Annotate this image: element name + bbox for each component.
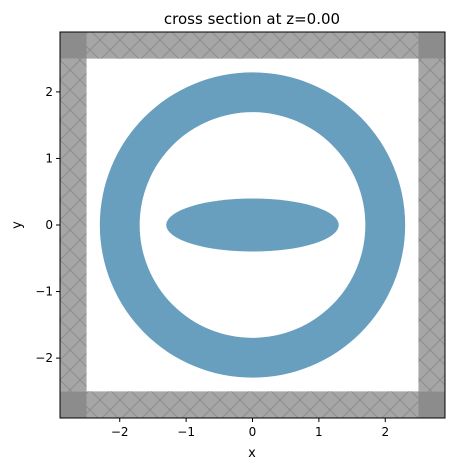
y-tick-label: 0 [45,218,53,232]
y-tick-label: −2 [35,351,53,365]
y-tick-label: 2 [45,85,53,99]
x-tick-label: −2 [111,425,129,439]
chart-title: cross section at z=0.00 [164,10,340,28]
x-axis-label: x [248,446,256,461]
pml-band-left-hatch [60,58,87,392]
x-tick-label: 0 [249,425,257,439]
plot-area: −2 −1 0 1 2 −2 −1 0 1 2 [35,31,446,439]
pml-band-bottom-hatch [60,391,445,418]
pml-band-right-hatch [418,58,445,392]
x-tick-label: 1 [315,425,323,439]
x-tick-label: −1 [177,425,195,439]
pml-band-top-hatch [60,32,445,59]
y-axis-label: y [10,221,25,229]
x-tick-label: 2 [381,425,389,439]
y-tick-label: −1 [35,285,53,299]
y-tick-label: 1 [45,151,53,165]
structure-ellipse [166,198,339,252]
plot-content [60,32,445,418]
